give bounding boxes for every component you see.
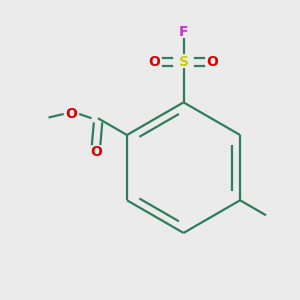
Text: O: O: [90, 145, 102, 159]
Text: O: O: [149, 55, 161, 69]
Text: S: S: [178, 55, 188, 69]
Text: O: O: [65, 107, 77, 121]
Text: O: O: [206, 55, 218, 69]
Text: F: F: [179, 25, 188, 39]
